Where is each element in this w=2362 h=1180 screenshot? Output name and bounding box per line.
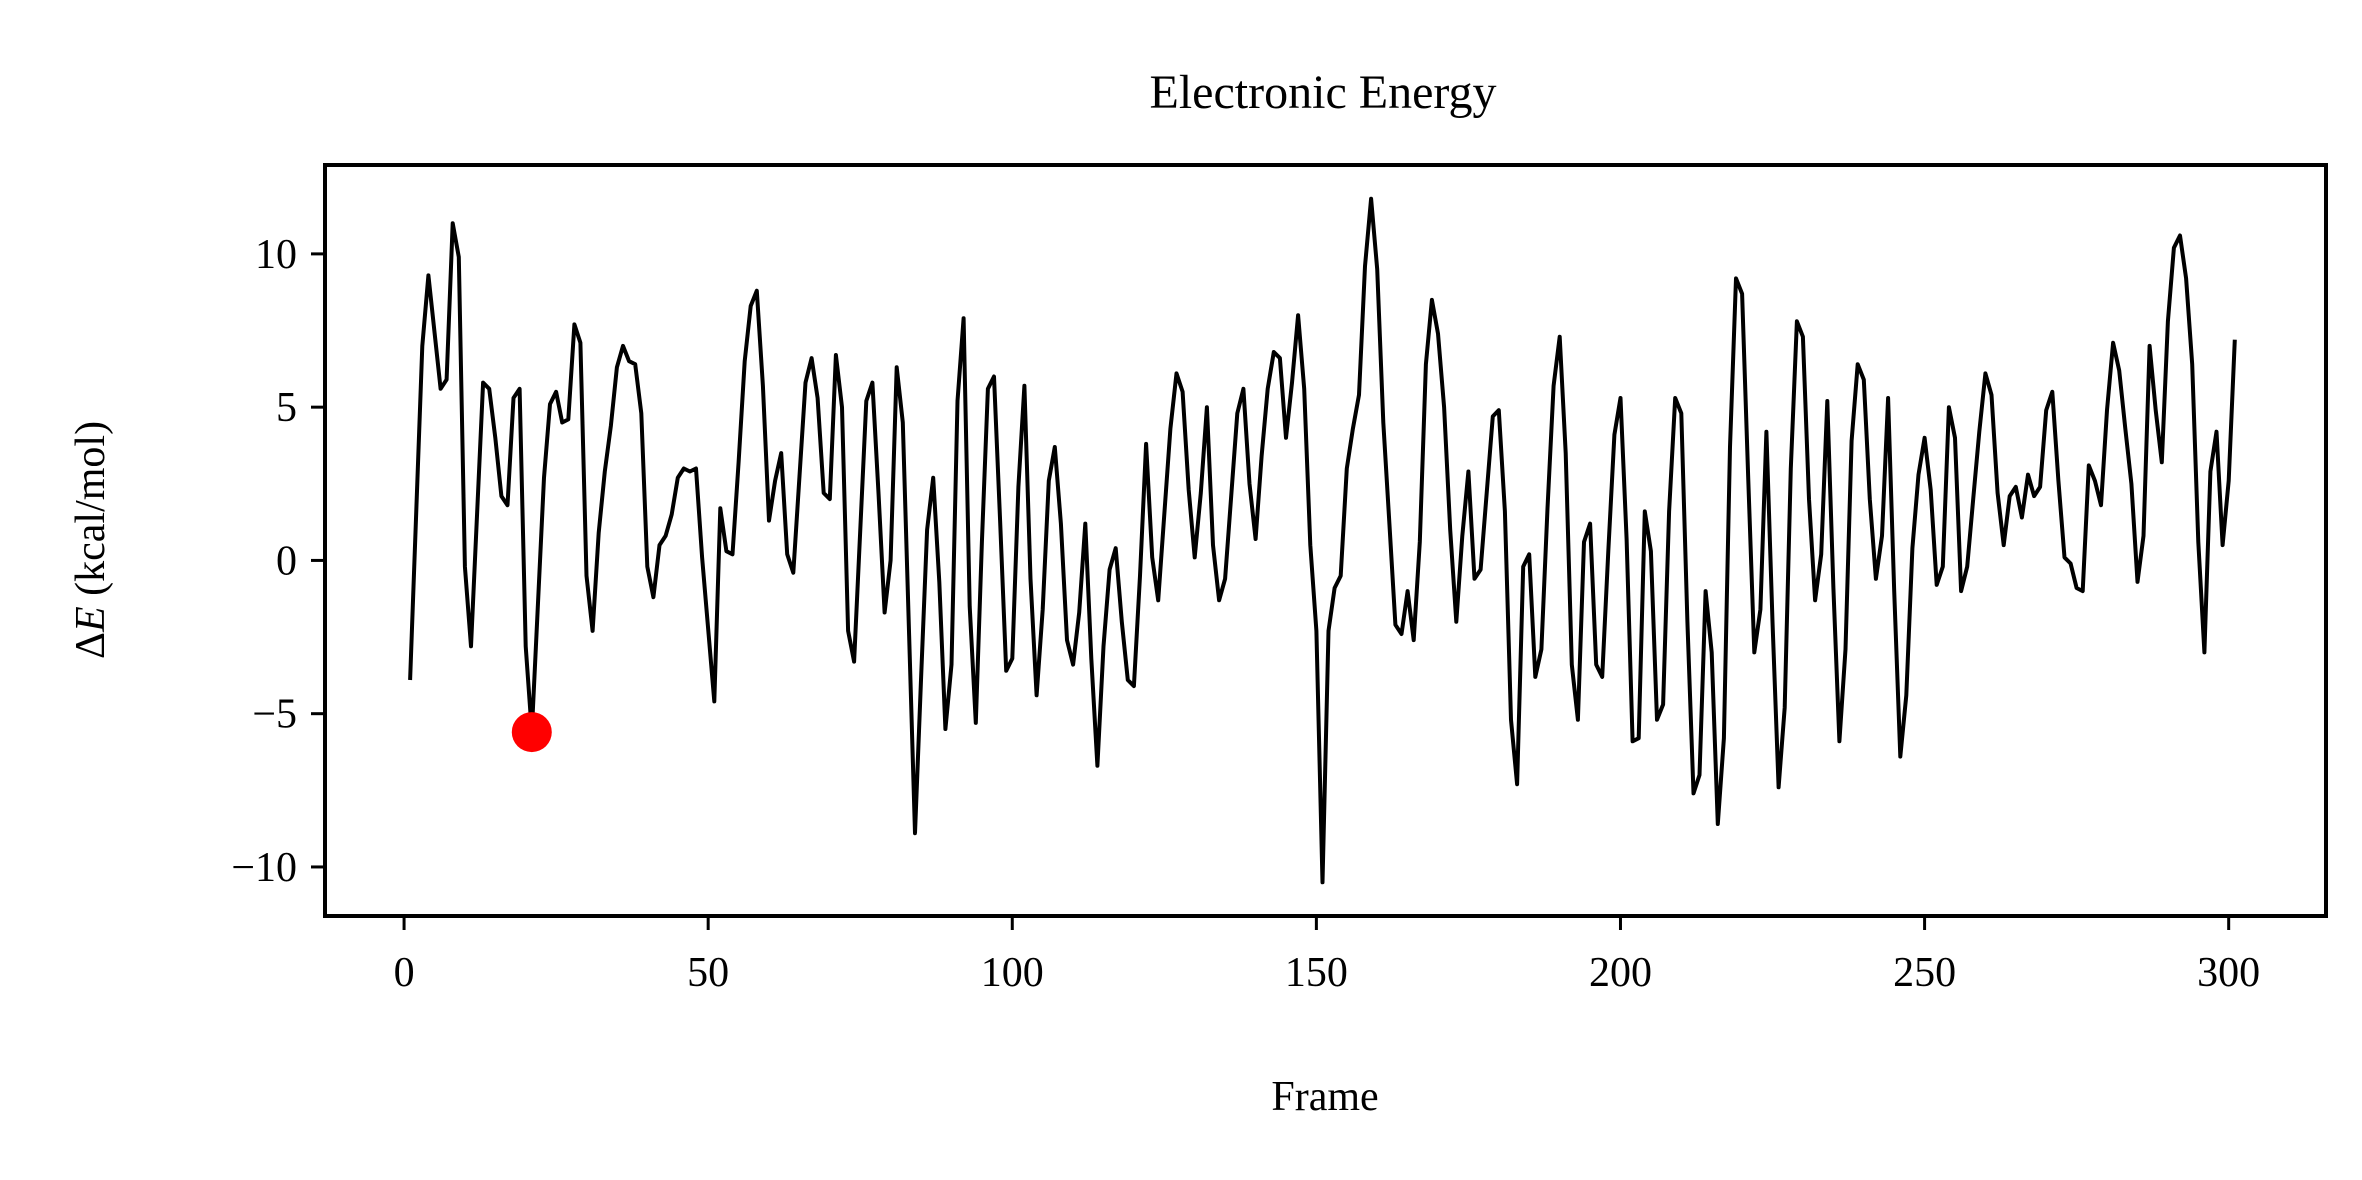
y-axis-label: ΔE (kcal/mol) bbox=[68, 421, 114, 659]
y-axis-label-symbol: E bbox=[68, 606, 114, 633]
x-tick-label: 0 bbox=[394, 950, 415, 996]
y-tick-label: −10 bbox=[231, 845, 297, 891]
y-tick-label: 0 bbox=[276, 538, 297, 584]
x-tick-label: 250 bbox=[1893, 950, 1956, 996]
highlight-point bbox=[511, 712, 552, 753]
y-tick-label: −5 bbox=[252, 692, 297, 738]
x-tick-label: 100 bbox=[981, 950, 1044, 996]
y-tick-label: 10 bbox=[255, 232, 297, 278]
x-tick-label: 200 bbox=[1589, 950, 1652, 996]
x-tick-label: 300 bbox=[2197, 950, 2260, 996]
x-tick-label: 150 bbox=[1285, 950, 1348, 996]
y-axis-label-units: (kcal/mol) bbox=[68, 421, 114, 606]
y-axis-ticks: 10 5 0 −5 −10 bbox=[231, 232, 325, 891]
chart-title: Electronic Energy bbox=[1150, 66, 1497, 119]
plot-frame bbox=[323, 163, 2328, 918]
x-axis-label: Frame bbox=[1271, 1074, 1378, 1120]
energy-series-line bbox=[408, 196, 2237, 885]
y-tick-label: 5 bbox=[276, 385, 297, 431]
x-tick-label: 50 bbox=[687, 950, 729, 996]
y-axis-label-delta: Δ bbox=[68, 632, 114, 659]
x-axis-ticks: 0 50 100 150 200 250 300 bbox=[394, 916, 2260, 996]
marker-layer bbox=[511, 712, 552, 753]
plot-line-layer bbox=[408, 196, 2237, 885]
